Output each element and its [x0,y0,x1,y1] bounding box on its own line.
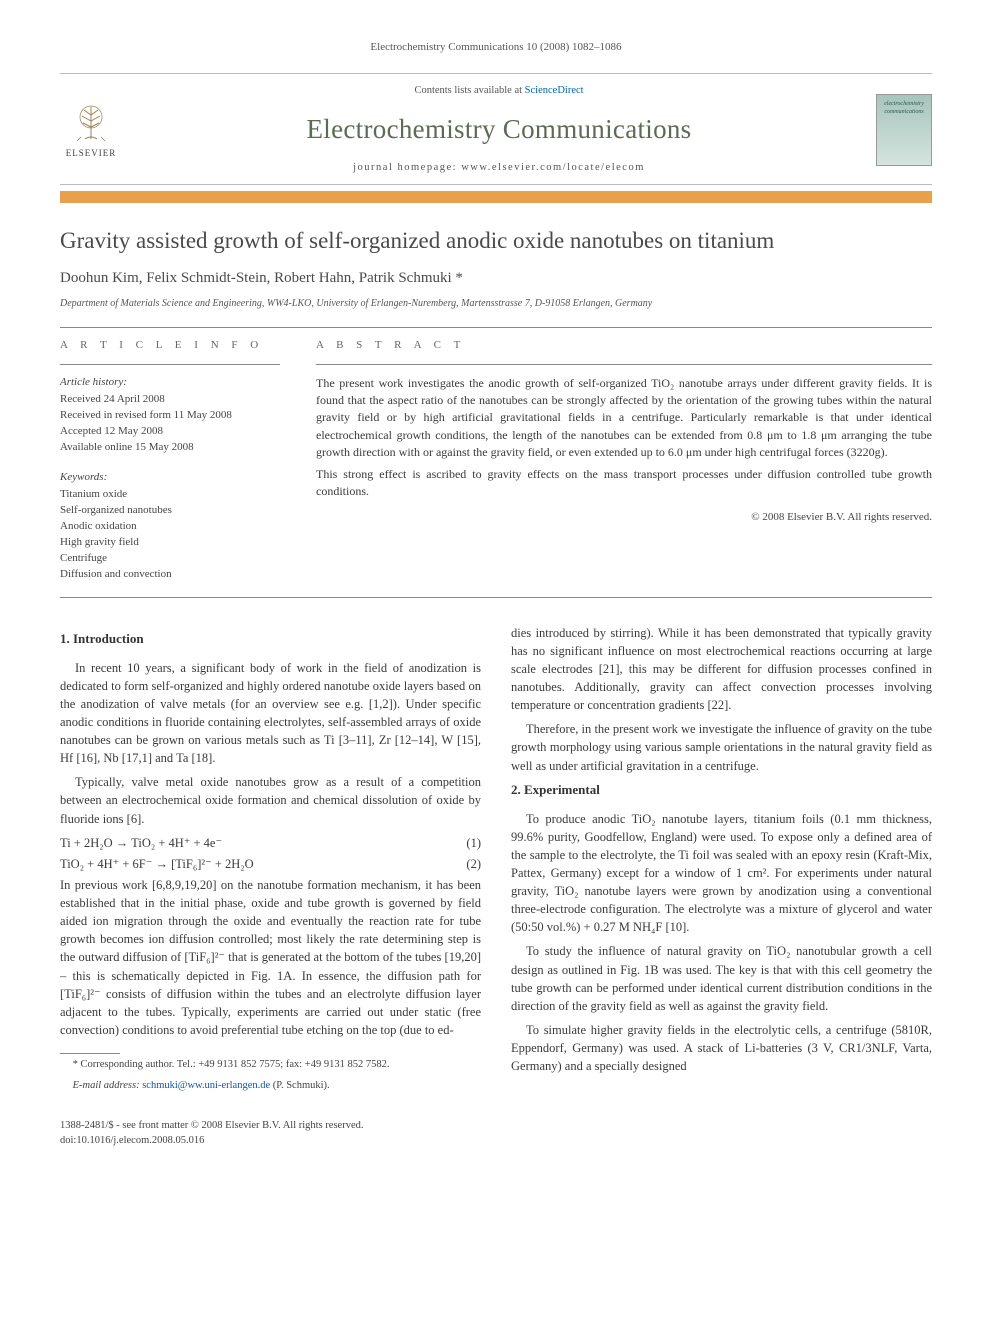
email-link[interactable]: schmuki@ww.uni-erlangen.de [142,1080,270,1091]
accent-bar [60,191,932,203]
history-item: Accepted 12 May 2008 [60,424,280,440]
equation-2: TiO₂ + 4H⁺ + 6F⁻ → [TiF₆]²⁻ + 2H₂O (2) [60,855,481,873]
affiliation: Department of Materials Science and Engi… [60,297,932,311]
footer-doi: doi:10.1016/j.elecom.2008.05.016 [60,1134,932,1149]
citation-line: Electrochemistry Communications 10 (2008… [60,40,932,55]
contents-prefix: Contents lists available at [414,85,524,96]
keyword: High gravity field [60,535,280,551]
article-title: Gravity assisted growth of self-organize… [60,227,932,255]
journal-title: Electrochemistry Communications [138,111,860,149]
keyword: Titanium oxide [60,487,280,503]
section-heading-experimental: 2. Experimental [511,781,932,800]
author-list: Doohun Kim, Felix Schmidt-Stein, Robert … [60,268,932,289]
body-paragraph: In recent 10 years, a significant body o… [60,659,481,768]
rule-top [60,327,932,328]
abstract-label: A B S T R A C T [316,338,932,353]
contents-line: Contents lists available at ScienceDirec… [138,84,860,99]
rule-info [60,364,280,365]
footer-front-matter: 1388-2481/$ - see front matter © 2008 El… [60,1119,932,1134]
keyword: Centrifuge [60,551,280,567]
article-info-label: A R T I C L E I N F O [60,338,280,353]
keyword: Anodic oxidation [60,519,280,535]
equation-number: (2) [466,855,481,873]
keywords-label: Keywords: [60,470,280,485]
footnote-separator [60,1053,120,1054]
body-paragraph: Therefore, in the present work we invest… [511,720,932,774]
keyword: Self-organized nanotubes [60,503,280,519]
email-footnote: E-mail address: schmuki@ww.uni-erlangen.… [60,1079,481,1094]
banner-center: Contents lists available at ScienceDirec… [138,84,860,175]
article-info-column: A R T I C L E I N F O Article history: R… [60,338,280,583]
body-paragraph: To produce anodic TiO₂ nanotube layers, … [511,810,932,937]
abstract-p1: The present work investigates the anodic… [316,375,932,462]
homepage-line: journal homepage: www.elsevier.com/locat… [138,161,860,176]
equation-expr: TiO₂ + 4H⁺ + 6F⁻ → [TiF₆]²⁻ + 2H₂O [60,855,254,873]
body-paragraph: Typically, valve metal oxide nanotubes g… [60,773,481,827]
rule-bottom [60,597,932,598]
abstract-column: A B S T R A C T The present work investi… [316,338,932,583]
abstract-copyright: © 2008 Elsevier B.V. All rights reserved… [316,510,932,525]
abstract-text: The present work investigates the anodic… [316,375,932,501]
elsevier-logo: ELSEVIER [60,95,122,165]
body-paragraph: To simulate higher gravity fields in the… [511,1021,932,1075]
history-item: Received in revised form 11 May 2008 [60,408,280,424]
corresponding-footnote: * Corresponding author. Tel.: +49 9131 8… [60,1058,481,1073]
publisher-name: ELSEVIER [66,147,117,160]
elsevier-tree-icon [69,101,113,145]
body-paragraph: In previous work [6,8,9,19,20] on the na… [60,876,481,1039]
body-paragraph: To study the influence of natural gravit… [511,942,932,1015]
homepage-prefix: journal homepage: [353,162,461,173]
keywords-block: Keywords: Titanium oxide Self-organized … [60,470,280,583]
homepage-url[interactable]: www.elsevier.com/locate/elecom [461,162,645,173]
rule-abstract [316,364,932,365]
history-label: Article history: [60,375,280,390]
equation-1: Ti + 2H₂O → TiO₂ + 4H⁺ + 4e⁻ (1) [60,834,481,852]
journal-cover-thumb: electrochemistry communications [876,94,932,166]
equation-number: (1) [466,834,481,852]
keyword: Diffusion and convection [60,567,280,583]
section-heading-intro: 1. Introduction [60,630,481,649]
abstract-p2: This strong effect is ascribed to gravit… [316,466,932,501]
journal-banner: ELSEVIER Contents lists available at Sci… [60,73,932,184]
history-item: Received 24 April 2008 [60,392,280,408]
sciencedirect-link[interactable]: ScienceDirect [525,85,584,96]
page-footer: 1388-2481/$ - see front matter © 2008 El… [60,1119,932,1148]
email-label: E-mail address: [73,1080,140,1091]
equation-expr: Ti + 2H₂O → TiO₂ + 4H⁺ + 4e⁻ [60,834,222,852]
cover-caption: electrochemistry communications [880,100,928,117]
article-body: 1. Introduction In recent 10 years, a si… [60,624,932,1094]
history-item: Available online 15 May 2008 [60,440,280,456]
info-abstract-row: A R T I C L E I N F O Article history: R… [60,338,932,583]
body-paragraph: dies introduced by stirring). While it h… [511,624,932,715]
email-suffix: (P. Schmuki). [273,1080,330,1091]
